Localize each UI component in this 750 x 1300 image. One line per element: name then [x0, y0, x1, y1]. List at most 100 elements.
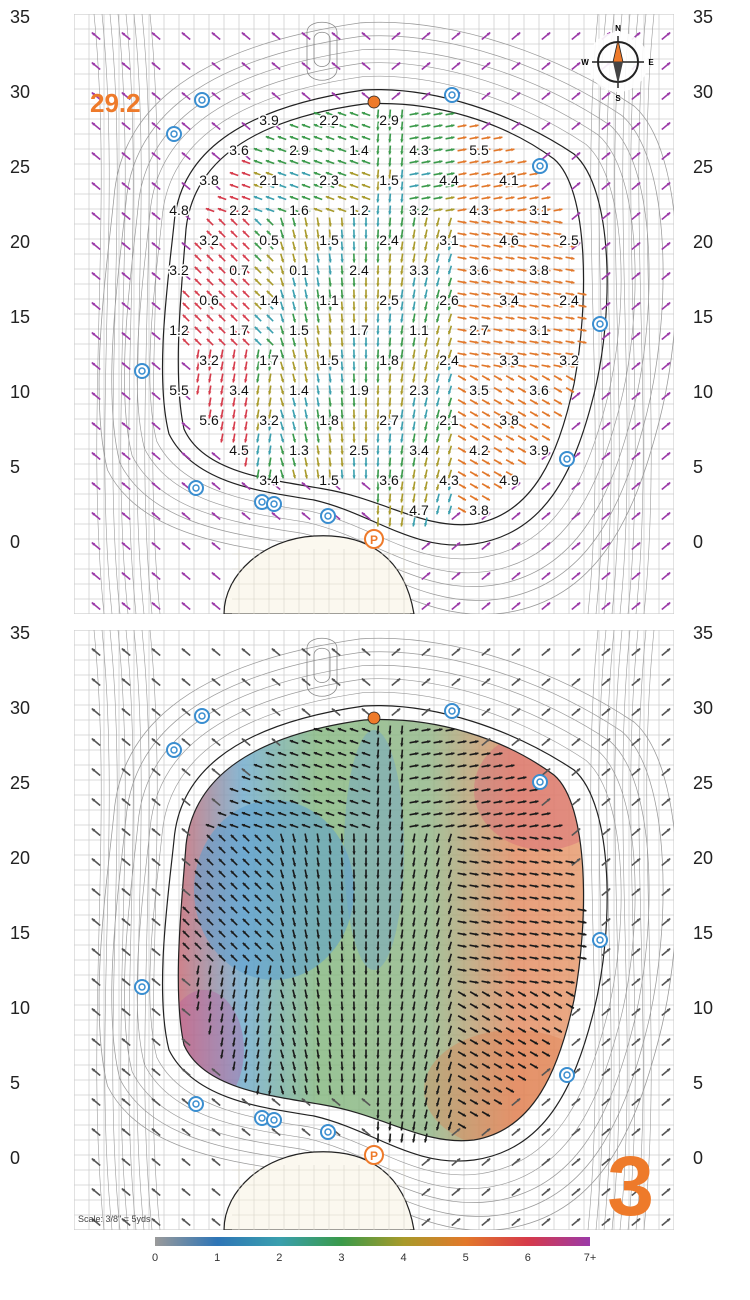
slope-arrow	[337, 195, 347, 201]
slope-arrow	[457, 776, 467, 780]
slope-arrow	[541, 1097, 551, 1107]
slope-arrow	[529, 352, 539, 356]
slope-arrow	[433, 740, 443, 744]
colorbar-tick-label: 6	[524, 1252, 531, 1264]
slope-arrow	[469, 471, 479, 477]
y-axis-tick: 10	[693, 382, 714, 402]
slope-arrow	[511, 737, 521, 747]
slope-arrow	[436, 989, 440, 999]
slope-arrow	[218, 846, 226, 854]
slope-arrow	[151, 797, 161, 807]
slope-arrow	[292, 445, 296, 455]
slope-arrow	[364, 953, 368, 963]
slope-arrow	[481, 991, 491, 997]
slope-arrow	[265, 195, 275, 201]
slope-arrow	[469, 752, 479, 756]
slope-arrow	[457, 471, 467, 477]
slope-arrow	[481, 764, 491, 768]
slope-arrow	[361, 727, 371, 733]
slope-arrow	[541, 268, 551, 272]
slope-arrow	[400, 1085, 404, 1095]
slope-arrow	[388, 857, 392, 867]
slope-arrow	[268, 1085, 272, 1095]
slope-arrow	[352, 301, 356, 311]
slope-arrow	[412, 241, 416, 251]
slope-arrow	[229, 171, 239, 177]
slope-arrow	[541, 797, 551, 807]
y-axis-tick: 30	[693, 698, 714, 718]
slope-arrow	[409, 172, 419, 176]
slope-arrow	[577, 956, 587, 960]
slope-arrow	[218, 954, 226, 962]
slope-arrow	[577, 328, 587, 332]
slope-arrow	[279, 1085, 285, 1095]
slope-arrow	[424, 337, 428, 347]
slope-arrow	[436, 857, 440, 867]
slope-arrow	[352, 1073, 356, 1083]
slope-arrow	[436, 953, 440, 963]
slope-arrow	[206, 834, 214, 842]
slope-arrow	[517, 352, 527, 356]
slope-arrow	[304, 409, 308, 419]
slope-arrow	[182, 930, 190, 938]
slope-arrow	[340, 929, 344, 939]
slope-arrow	[421, 752, 431, 756]
slope-arrow	[565, 387, 575, 393]
slope-arrow	[447, 881, 453, 891]
slope-arrow	[481, 387, 491, 393]
slope-arrow	[301, 481, 311, 491]
slope-arrow	[541, 232, 551, 236]
slope-arrow	[529, 824, 539, 828]
slope-arrow	[481, 435, 491, 441]
slope-arrow	[230, 834, 238, 842]
slope-arrow	[445, 752, 455, 756]
slope-arrow	[182, 302, 190, 310]
slope-arrow	[412, 929, 416, 939]
slope-arrow	[421, 160, 431, 164]
slope-arrow	[241, 775, 251, 781]
slope-arrow	[181, 1127, 191, 1137]
slope-arrow	[505, 399, 515, 405]
slope-arrow	[361, 195, 371, 201]
slope-arrow	[254, 218, 262, 226]
slope-arrow	[316, 1013, 320, 1023]
slope-arrow	[631, 1097, 641, 1107]
slope-arrow	[256, 457, 260, 467]
slope-arrow	[412, 989, 416, 999]
slope-arrow	[328, 313, 332, 323]
slope-arrow	[424, 905, 428, 915]
slope-arrow	[447, 1121, 453, 1131]
y-axis-tick: 30	[693, 82, 714, 102]
slope-arrow	[631, 797, 641, 807]
slope-arrow	[457, 872, 467, 876]
slope-arrow	[376, 373, 380, 383]
slope-percent-label: 3.2	[199, 352, 219, 368]
slope-arrow	[289, 811, 299, 817]
slope-arrow	[529, 364, 539, 368]
slope-arrow	[505, 292, 515, 296]
slope-arrow	[265, 823, 275, 829]
slope-arrow	[505, 800, 515, 804]
slope-arrow	[206, 906, 214, 914]
slope-arrow	[571, 481, 581, 491]
slope-arrow	[469, 124, 479, 128]
slope-percent-label: 4.5	[229, 442, 249, 458]
slope-arrow	[151, 331, 161, 341]
slope-arrow	[292, 1001, 296, 1011]
slope-arrow	[316, 361, 320, 371]
slope-arrow	[661, 1217, 671, 1227]
slope-arrow	[436, 385, 440, 395]
slope-arrow	[553, 1027, 563, 1033]
slope-arrow	[421, 812, 431, 816]
slope-arrow	[421, 112, 431, 116]
slope-arrow	[232, 1013, 236, 1023]
sprinkler-head-icon	[444, 703, 460, 719]
slope-arrow	[412, 941, 416, 951]
slope-arrow	[400, 941, 404, 951]
slope-arrow	[400, 109, 404, 119]
slope-arrow	[529, 1063, 539, 1069]
slope-arrow	[194, 858, 202, 866]
slope-arrow	[445, 160, 455, 164]
slope-arrow	[121, 887, 131, 897]
slope-arrow	[424, 869, 428, 879]
